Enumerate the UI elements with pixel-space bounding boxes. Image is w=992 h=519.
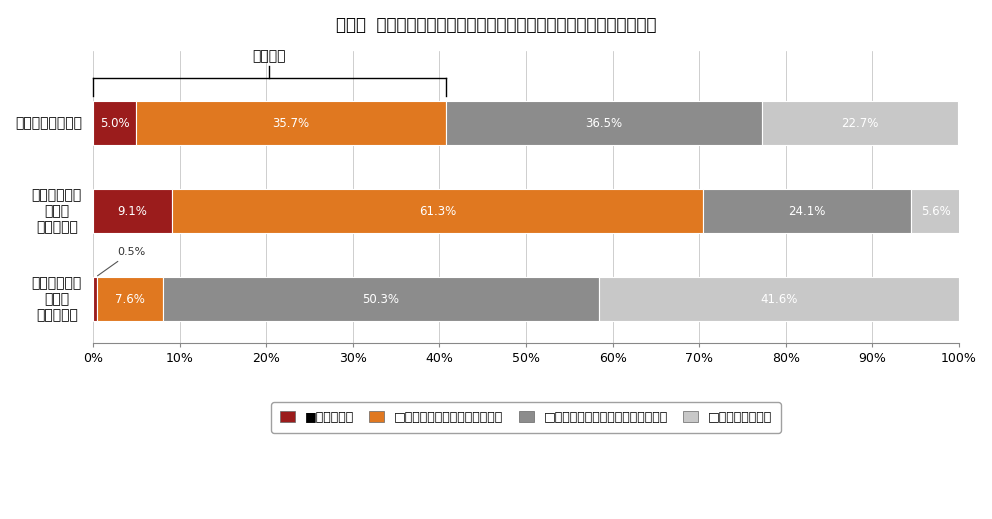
Text: 0.5%: 0.5% <box>97 247 145 276</box>
Bar <box>702 189 912 234</box>
Bar <box>164 277 599 321</box>
Bar <box>137 101 445 145</box>
Bar <box>172 189 702 234</box>
Bar <box>762 101 958 145</box>
Text: 50.3%: 50.3% <box>362 293 400 306</box>
Text: 35.7%: 35.7% <box>273 117 310 130</box>
Bar <box>445 101 762 145</box>
Text: 41.6%: 41.6% <box>760 293 798 306</box>
Text: 36.5%: 36.5% <box>585 117 622 130</box>
Text: 9.1%: 9.1% <box>118 205 148 218</box>
Text: 22.7%: 22.7% <box>841 117 879 130</box>
Bar <box>599 277 959 321</box>
Bar <box>97 277 164 321</box>
Text: 24.1%: 24.1% <box>789 205 825 218</box>
Legend: ■あてはまる, □どちらかというとあてはまる, □どちらかというとあてはまらない, □あてはまらない: ■あてはまる, □どちらかというとあてはまる, □どちらかというとあてはまらない… <box>272 402 781 433</box>
Text: 61.3%: 61.3% <box>419 205 456 218</box>
Text: 7.6%: 7.6% <box>115 293 145 306</box>
Text: 図表２  自分より下の世代の人ともっと会話したいか（学びの有無別）: 図表２ 自分より下の世代の人ともっと会話したいか（学びの有無別） <box>335 16 657 34</box>
Text: 5.6%: 5.6% <box>921 205 950 218</box>
Bar <box>93 277 97 321</box>
Bar <box>93 101 137 145</box>
Bar <box>912 189 960 234</box>
Text: 5.0%: 5.0% <box>100 117 130 130</box>
Bar <box>93 189 172 234</box>
Text: 会話意向: 会話意向 <box>253 49 286 63</box>
